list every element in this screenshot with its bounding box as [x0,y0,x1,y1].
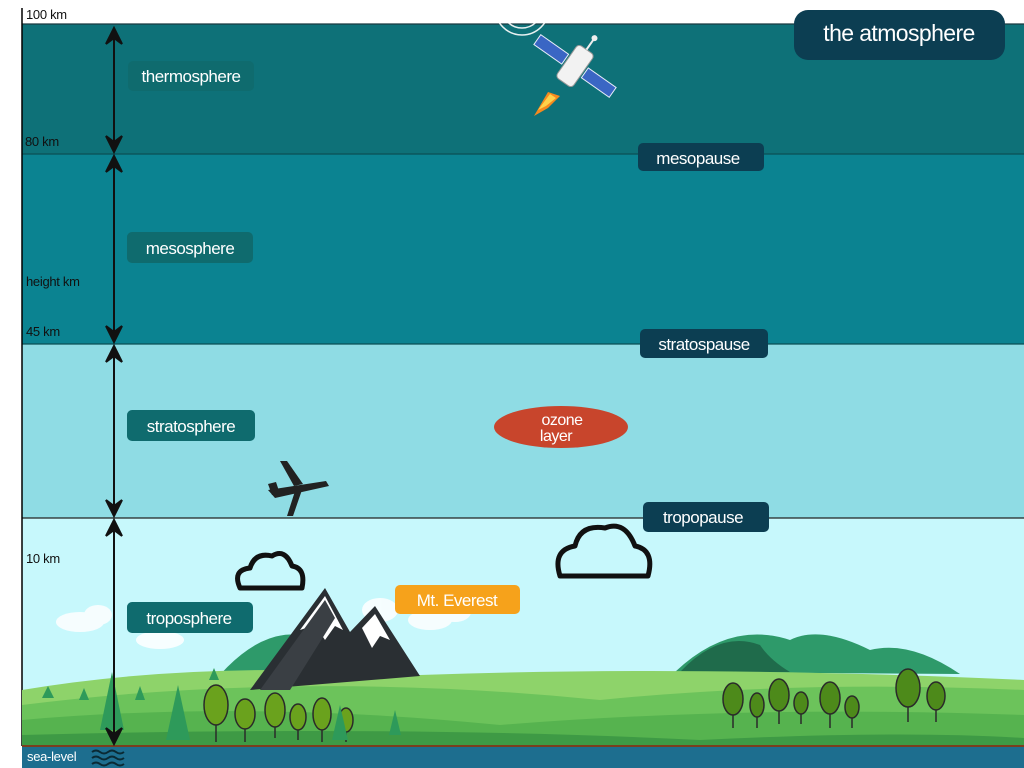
cloud-icon [235,523,653,591]
tree-icon [42,668,946,742]
ozone-label-line1: ozone [541,412,583,429]
tropopause-label: tropopause [663,508,743,527]
mesopause-pill [638,143,764,171]
altitude-10km: 10 km [26,551,60,566]
stratosphere-pill [127,410,255,441]
axis-label-height: height km [26,274,80,289]
troposphere-pill [127,602,253,633]
sea-band [22,746,1024,768]
altitude-80km: 80 km [25,134,59,149]
stratosphere-label: stratosphere [147,417,236,436]
everest-pill [395,585,520,614]
thermosphere-label: thermosphere [142,67,241,86]
mesosphere-pill [127,232,253,263]
everest-label: Mt. Everest [417,591,498,610]
waves-icon [91,749,125,767]
height-arrows [105,25,123,747]
troposphere-label: troposphere [146,609,231,628]
mountain-icon [250,588,420,690]
thermosphere-pill [128,61,254,91]
airplane-icon [268,461,329,516]
mesosphere-label: mesosphere [146,239,235,258]
altitude-100km: 100 km [26,7,67,22]
satellite-icon [494,7,617,116]
diagram-title: the atmosphere [823,20,974,46]
sea-level-label: sea-level [27,749,77,764]
tropopause-pill [643,502,769,532]
stratospause-pill [640,329,768,358]
stratospause-label: stratospause [658,335,749,354]
title-pill [794,10,1005,60]
ozone-label-line2: layer [540,428,573,445]
ozone-layer-ellipse [494,406,628,448]
altitude-45km: 45 km [26,324,60,339]
mesopause-label: mesopause [656,149,739,168]
